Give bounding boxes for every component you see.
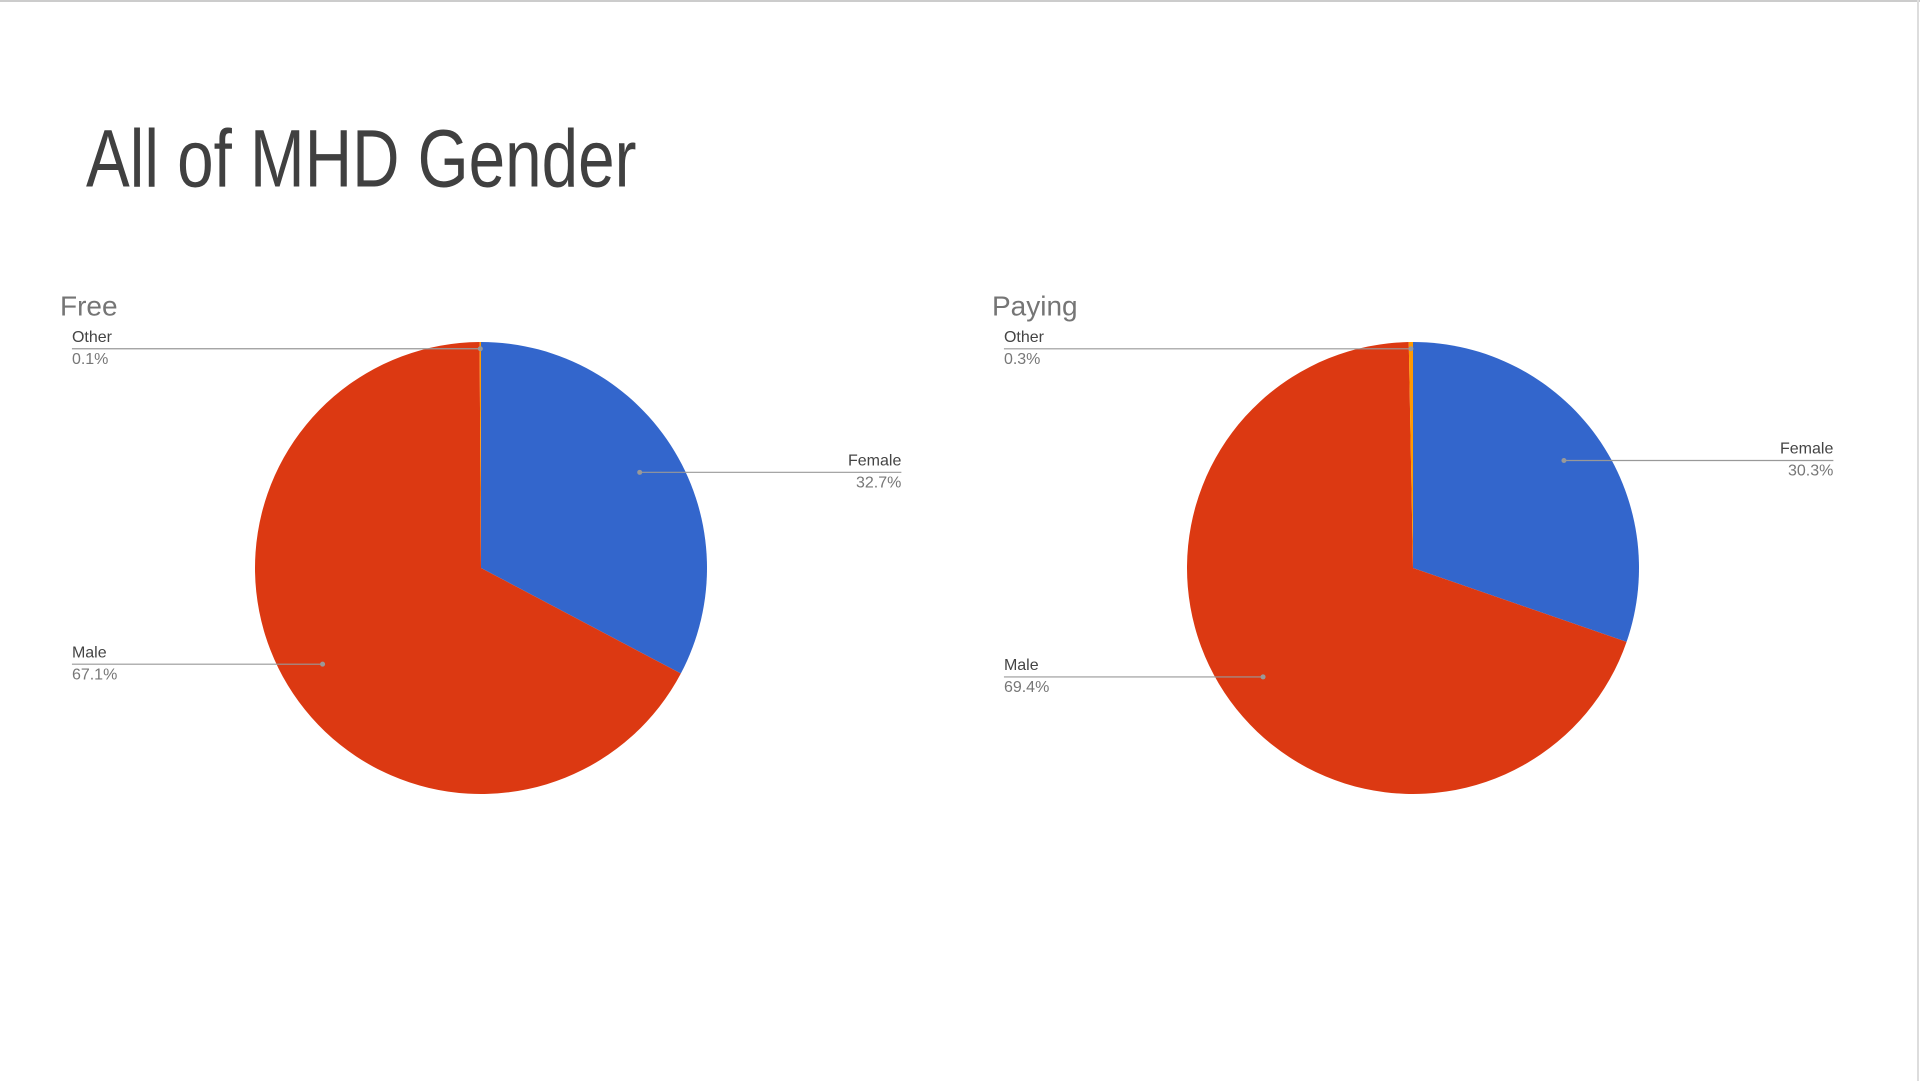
leader-dot <box>320 661 326 667</box>
chart-title: Paying <box>992 290 1078 321</box>
slice-label: Female <box>848 453 901 470</box>
slice-value-label: 0.3% <box>1004 351 1040 368</box>
chart-title: Free <box>60 290 118 321</box>
slice-value-label: 30.3% <box>1788 463 1833 480</box>
pie-slice <box>479 342 481 568</box>
pie-slice <box>1408 342 1413 568</box>
slice-value-label: 69.4% <box>1004 679 1049 696</box>
slice-label: Male <box>72 644 107 661</box>
slice-value-label: 32.7% <box>856 475 901 492</box>
slide-title: All of MHD Gender <box>86 113 636 205</box>
leader-dot <box>1260 674 1266 680</box>
slice-label: Other <box>72 329 113 346</box>
pie-slice <box>1413 342 1639 642</box>
slice-label: Male <box>1004 657 1039 674</box>
pie-slice <box>255 342 681 794</box>
leader-dot <box>1561 457 1567 463</box>
slice-value-label: 67.1% <box>72 666 117 683</box>
slice-label: Female <box>1780 441 1833 458</box>
leader-dot <box>1408 346 1414 352</box>
leader-dot <box>477 346 483 352</box>
pie-slice <box>1187 342 1627 795</box>
slice-value-label: 0.1% <box>72 351 108 368</box>
pie-slice <box>481 342 708 674</box>
slice-label: Other <box>1004 329 1045 346</box>
leader-dot <box>637 469 643 475</box>
